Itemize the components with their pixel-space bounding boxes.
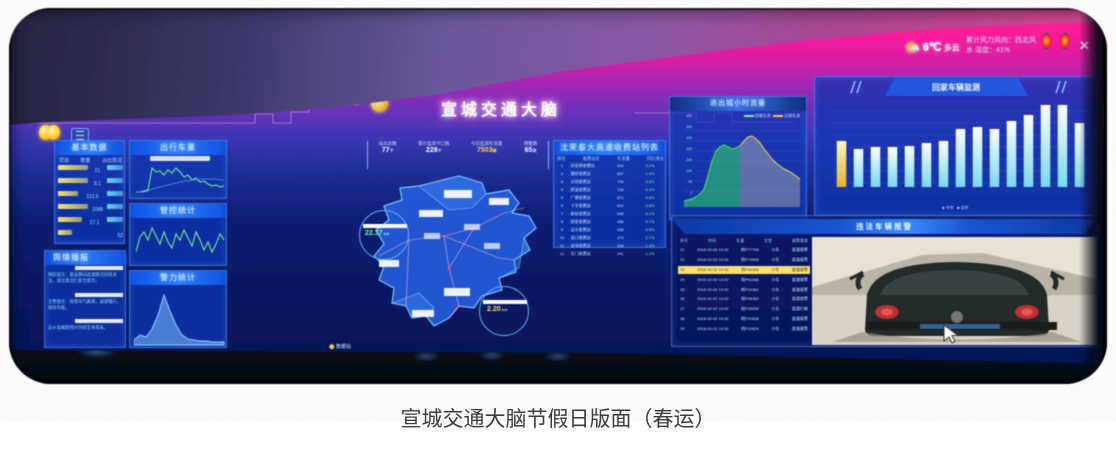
svg-text:回家车辆监测: 回家车辆监测: [932, 82, 980, 92]
